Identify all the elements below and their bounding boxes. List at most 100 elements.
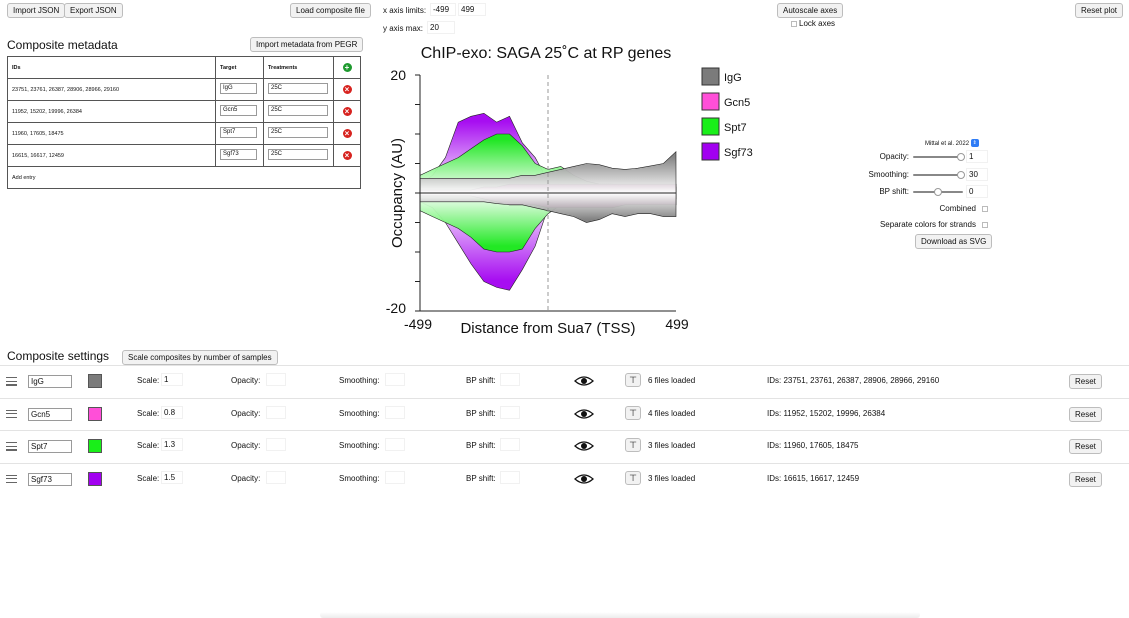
- bp-shift-label: BP shift:: [466, 408, 496, 418]
- strand-icon: ⊤: [629, 407, 637, 418]
- bp-shift-input[interactable]: [500, 438, 520, 451]
- plot-area: [419, 75, 677, 311]
- import-pegr-button[interactable]: Import metadata from PEGR: [250, 37, 364, 52]
- smoothing-input[interactable]: [385, 405, 405, 419]
- composite-color-swatch[interactable]: [88, 471, 102, 486]
- bp-shift-label: BP shift:: [879, 187, 909, 196]
- strand-toggle-button[interactable]: ⊤: [625, 470, 641, 485]
- ids-cell: 11960, 17605, 18475: [7, 122, 216, 145]
- bp-shift-input[interactable]: [500, 470, 520, 484]
- eye-icon[interactable]: [574, 408, 594, 420]
- smoothing-label: Smoothing:: [339, 473, 380, 483]
- autoscale-axes-button[interactable]: Autoscale axes: [777, 3, 844, 18]
- x-max-input[interactable]: 499: [458, 3, 486, 16]
- composite-name-input[interactable]: Gcn5: [28, 407, 72, 421]
- opacity-input[interactable]: [266, 373, 286, 386]
- composite-color-swatch[interactable]: [88, 406, 102, 421]
- composite-reset-button[interactable]: Reset: [1069, 374, 1102, 389]
- bp-shift-slider-knob[interactable]: [934, 188, 942, 196]
- composite-metadata-title: Composite metadata: [7, 38, 118, 52]
- composite-reset-button[interactable]: Reset: [1069, 406, 1102, 422]
- remove-icon[interactable]: ×: [342, 151, 352, 160]
- composite-color-swatch[interactable]: [88, 374, 102, 388]
- opacity-slider-knob[interactable]: [957, 153, 965, 161]
- smoothing-input[interactable]: [385, 470, 405, 484]
- smoothing-value-input[interactable]: 30: [966, 168, 988, 181]
- eye-icon[interactable]: [574, 440, 594, 452]
- lock-axes-checkbox[interactable]: [791, 21, 797, 27]
- target-cell: Sgf73: [215, 144, 264, 167]
- export-json-button[interactable]: Export JSON: [64, 3, 123, 18]
- bp-shift-input[interactable]: [500, 405, 520, 419]
- eye-icon[interactable]: [574, 473, 594, 485]
- bp-shift-input[interactable]: [500, 373, 520, 386]
- composite-color-swatch[interactable]: [88, 439, 102, 453]
- scale-input[interactable]: 0.8: [161, 405, 183, 419]
- drag-handle-icon[interactable]: [6, 442, 17, 453]
- strand-toggle-button[interactable]: ⊤: [625, 405, 641, 420]
- target-input[interactable]: Gcn5: [220, 105, 257, 116]
- reset-plot-button[interactable]: Reset plot: [1075, 3, 1124, 18]
- x-min-input[interactable]: -499: [430, 3, 456, 16]
- scale-composites-button[interactable]: Scale composites by number of samples: [122, 350, 278, 365]
- add-entry-link[interactable]: Add entry: [7, 166, 361, 189]
- smoothing-slider[interactable]: [913, 171, 965, 179]
- download-svg-button[interactable]: Download as SVG: [915, 234, 993, 249]
- bp-shift-slider[interactable]: [913, 188, 963, 196]
- drag-handle-icon[interactable]: [6, 474, 17, 486]
- ids-cell: 23751, 23761, 26387, 28906, 28966, 29160: [7, 78, 216, 101]
- opacity-input[interactable]: [266, 470, 286, 484]
- composite-row: Gcn5 Scale: 0.8 Opacity: Smoothing: BP s…: [0, 397, 1129, 430]
- legend-label-igg: IgG: [724, 72, 742, 84]
- treatment-input[interactable]: 25C: [268, 127, 328, 138]
- treatment-cell: 25C: [263, 100, 334, 123]
- strand-icon: ⊤: [629, 472, 637, 483]
- target-input[interactable]: Sgf73: [220, 149, 257, 160]
- area-igg-forward: [419, 151, 677, 194]
- files-loaded-label: 4 files loaded: [648, 408, 696, 418]
- remove-icon[interactable]: ×: [342, 107, 352, 116]
- opacity-value-input[interactable]: 1: [966, 150, 988, 163]
- composite-name-input[interactable]: IgG: [28, 375, 72, 388]
- smoothing-input[interactable]: [385, 438, 405, 451]
- strand-toggle-button[interactable]: ⊤: [625, 438, 641, 452]
- import-json-button[interactable]: Import JSON: [7, 3, 66, 18]
- drag-handle-icon[interactable]: [6, 409, 17, 421]
- composite-reset-button[interactable]: Reset: [1069, 471, 1102, 487]
- combined-checkbox[interactable]: [982, 206, 988, 212]
- target-input[interactable]: IgG: [220, 83, 257, 94]
- composite-reset-button[interactable]: Reset: [1069, 439, 1102, 454]
- chip-exo-plot: ChIP-exo: SAGA 25˚C at RP genes 20 -20 -…: [386, 45, 753, 337]
- eye-icon[interactable]: [574, 375, 594, 387]
- smoothing-slider-knob[interactable]: [957, 171, 965, 179]
- preset-select[interactable]: Mittal et al. 2022 ⇕: [922, 139, 982, 149]
- opacity-label: Opacity:: [231, 441, 261, 450]
- opacity-input[interactable]: [266, 438, 286, 451]
- smoothing-input[interactable]: [385, 373, 405, 386]
- y-max-input[interactable]: 20: [427, 21, 455, 34]
- opacity-input[interactable]: [266, 405, 286, 419]
- separate-colors-checkbox[interactable]: [982, 222, 988, 228]
- table-row: 11960, 17605, 18475 Spt7 25C ×: [7, 122, 361, 145]
- load-composite-button[interactable]: Load composite file: [290, 3, 371, 18]
- scale-input[interactable]: 1.3: [161, 438, 183, 451]
- remove-cell: ×: [333, 78, 361, 101]
- scale-label: Scale:: [137, 376, 160, 385]
- drag-handle-icon[interactable]: [6, 377, 17, 388]
- remove-icon[interactable]: ×: [342, 129, 352, 138]
- opacity-slider[interactable]: [913, 153, 965, 161]
- composite-name-input[interactable]: Spt7: [28, 440, 72, 453]
- treatment-input[interactable]: 25C: [268, 83, 328, 94]
- add-icon[interactable]: +: [342, 63, 352, 72]
- metadata-table: IDs Target Treatments + 23751, 23761, 26…: [7, 56, 361, 189]
- strand-toggle-button[interactable]: ⊤: [625, 373, 641, 387]
- scale-input[interactable]: 1.5: [161, 470, 183, 484]
- bp-shift-value-input[interactable]: 0: [966, 185, 988, 198]
- scale-input[interactable]: 1: [161, 373, 183, 386]
- target-input[interactable]: Spt7: [220, 127, 257, 138]
- remove-icon[interactable]: ×: [342, 85, 352, 94]
- composite-name-input[interactable]: Sgf73: [28, 472, 72, 486]
- smoothing-label: Smoothing:: [339, 376, 380, 385]
- treatment-input[interactable]: 25C: [268, 149, 328, 160]
- treatment-input[interactable]: 25C: [268, 105, 328, 116]
